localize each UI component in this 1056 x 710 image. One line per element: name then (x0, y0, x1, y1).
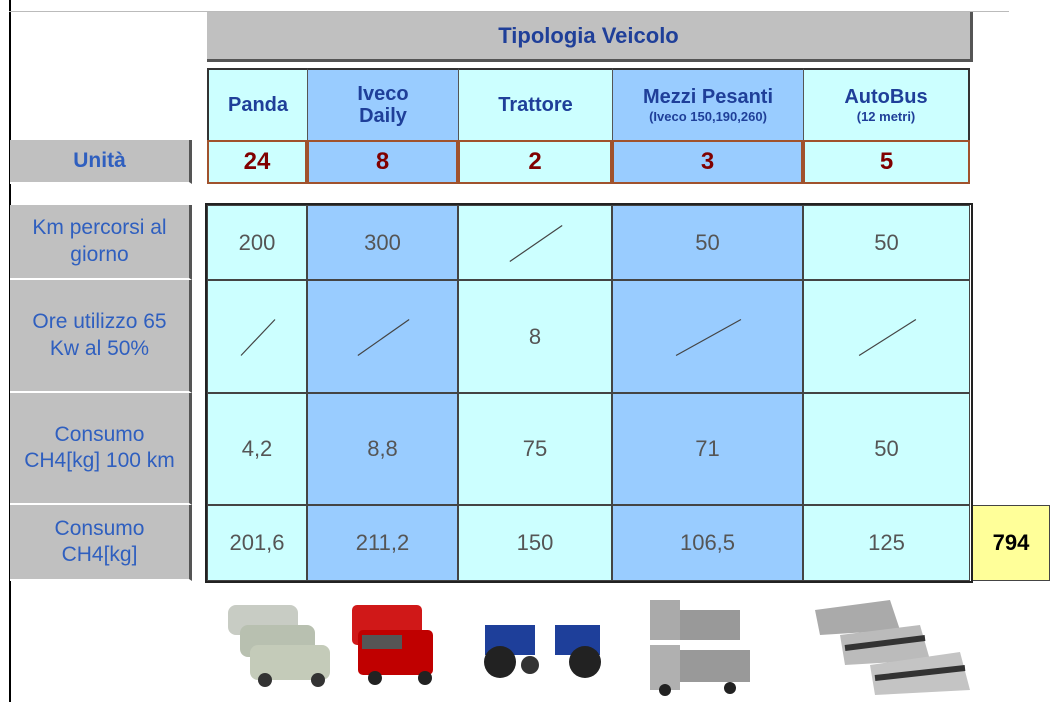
empty-slash (858, 318, 917, 357)
data-cell: 8 (458, 280, 612, 393)
column-name: AutoBus (844, 85, 928, 108)
data-cell (803, 280, 970, 393)
row-label: Consumo CH4[kg] 100 km (10, 393, 192, 505)
column-header: Iveco Daily (307, 68, 458, 140)
data-cell: 50 (803, 393, 970, 505)
row-label: Unità (10, 140, 192, 184)
data-cell: 50 (803, 205, 970, 280)
data-cell: 71 (612, 393, 803, 505)
column-name: Panda (227, 94, 289, 116)
unit-value: 5 (803, 140, 970, 184)
column-header: AutoBus (12 metri) (803, 68, 970, 140)
data-cell: 150 (458, 505, 612, 581)
slash-line (240, 319, 276, 356)
table-title: Tipologia Veicolo (207, 12, 973, 62)
row-label: Ore utilizzo 65 Kw al 50% (10, 280, 192, 393)
iveco-picture (352, 605, 433, 685)
data-cell: 4,2 (207, 393, 307, 505)
empty-slash (675, 318, 742, 357)
row-label: Km percorsi al giorno (10, 205, 192, 280)
top-rule (9, 11, 1009, 12)
slash-line (858, 318, 917, 357)
data-cell: 201,6 (207, 505, 307, 581)
empty-slash (509, 225, 563, 262)
column-name: Trattore (498, 94, 573, 116)
autobus-picture (815, 600, 970, 695)
slash-line (509, 225, 563, 262)
unit-value: 3 (612, 140, 803, 184)
data-cell: 50 (612, 205, 803, 280)
data-cell (458, 205, 612, 280)
row-label: Consumo CH4[kg] (10, 505, 192, 581)
unit-value: 24 (207, 140, 307, 184)
unit-value: 8 (307, 140, 458, 184)
empty-slash (357, 319, 410, 356)
slash-line (357, 319, 410, 356)
column-note: (Iveco 150,190,260) (649, 108, 767, 124)
column-note: (12 metri) (856, 108, 916, 124)
data-cell: 8,8 (307, 393, 458, 505)
unit-value: 2 (458, 140, 612, 184)
data-cell: 200 (207, 205, 307, 280)
column-header: Panda (207, 68, 307, 140)
column-header: Trattore (458, 68, 612, 140)
data-cell: 300 (307, 205, 458, 280)
column-name: Iveco Daily (357, 83, 409, 127)
data-cell: 125 (803, 505, 970, 581)
slash-line (675, 318, 742, 357)
mezzi-picture (650, 600, 750, 696)
data-cell: 75 (458, 393, 612, 505)
data-cell: 211,2 (307, 505, 458, 581)
panda-picture (228, 605, 330, 687)
data-cell (612, 280, 803, 393)
total-cell: 794 (972, 505, 1050, 581)
data-cell (307, 280, 458, 393)
trattore-picture (484, 625, 601, 678)
vehicle-pictures (228, 600, 970, 696)
column-header: Mezzi Pesanti (Iveco 150,190,260) (612, 68, 803, 140)
data-cell (207, 280, 307, 393)
data-cell: 106,5 (612, 505, 803, 581)
column-name: Mezzi Pesanti (642, 85, 774, 108)
empty-slash (240, 319, 276, 356)
